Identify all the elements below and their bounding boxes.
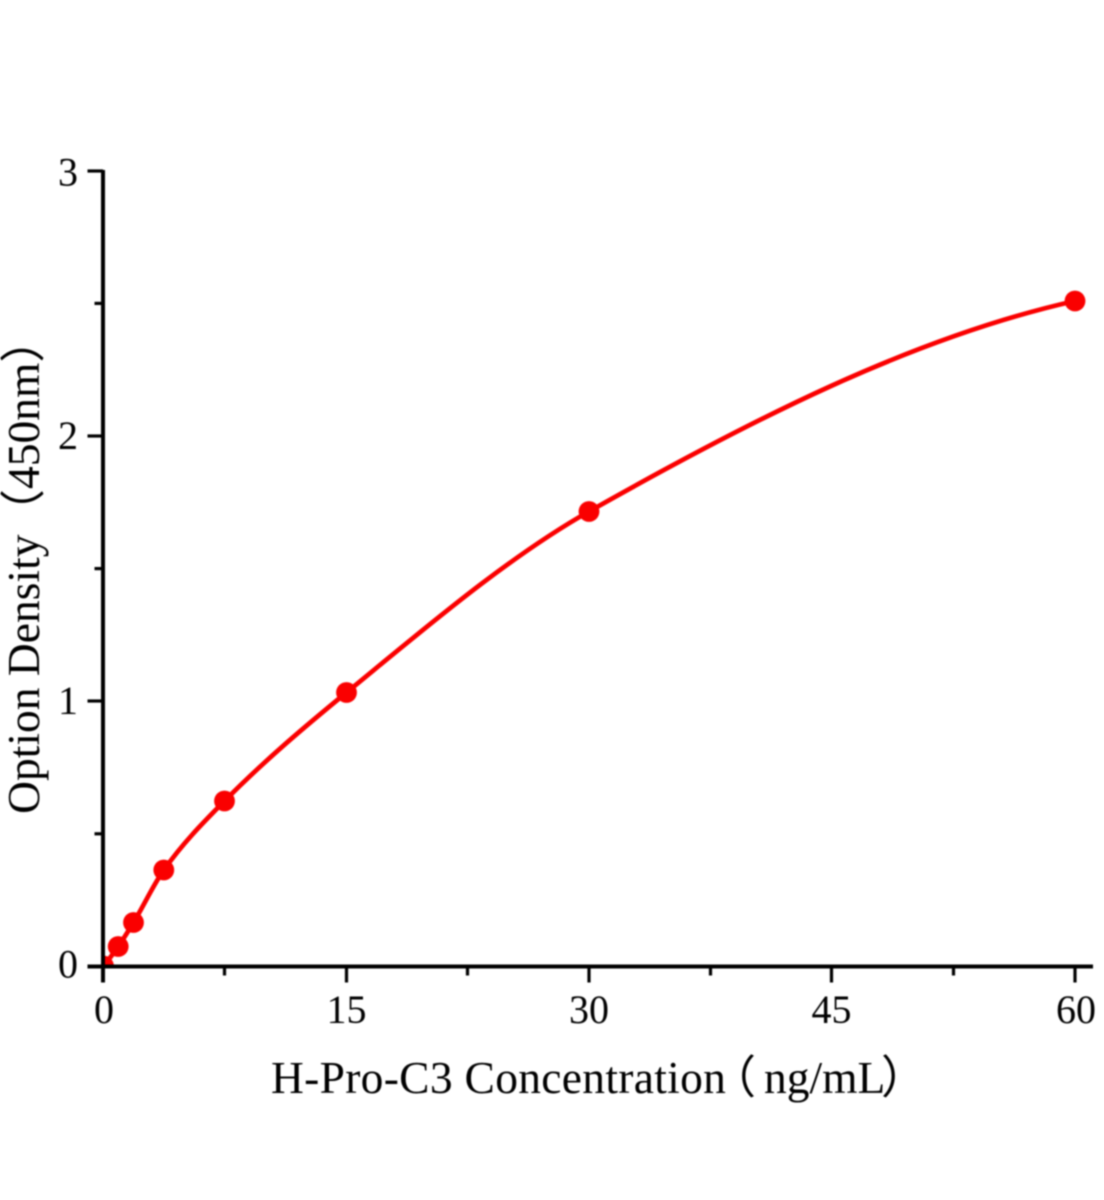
- svg-text:）: ）: [881, 1052, 927, 1103]
- svg-text:0: 0: [94, 987, 114, 1032]
- svg-text:（: （: [711, 1052, 757, 1103]
- svg-text:1: 1: [58, 678, 78, 723]
- svg-text:Option Density（450nm）: Option Density（450nm）: [0, 317, 49, 814]
- svg-text:0: 0: [58, 942, 78, 987]
- svg-text:30: 30: [569, 987, 609, 1032]
- svg-text:3: 3: [58, 150, 78, 195]
- svg-text:2: 2: [58, 413, 78, 458]
- svg-text:H-Pro-C3 Concentration: H-Pro-C3 Concentration: [271, 1052, 726, 1103]
- svg-text:ng/mL: ng/mL: [764, 1052, 885, 1103]
- svg-text:45: 45: [812, 987, 852, 1032]
- svg-text:60: 60: [1056, 987, 1096, 1032]
- svg-text:15: 15: [327, 987, 367, 1032]
